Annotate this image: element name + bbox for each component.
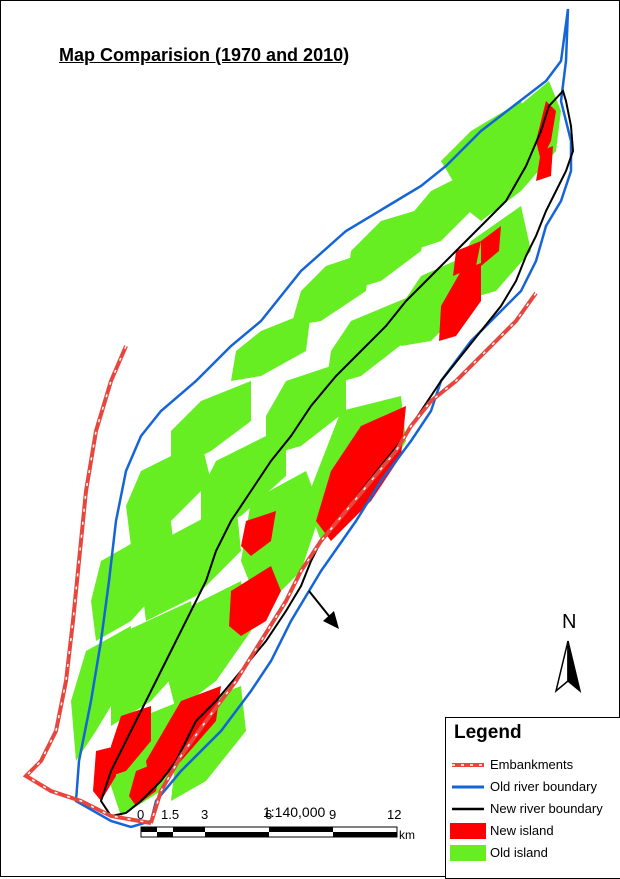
- legend-label: Embankments: [490, 757, 574, 772]
- legend-label: New river boundary: [490, 801, 603, 816]
- north-arrow-icon: [554, 640, 582, 694]
- scale-tick: 12: [387, 807, 402, 822]
- scale-tick: 3: [201, 807, 209, 822]
- legend-item-embankments: Embankments: [446, 754, 620, 776]
- new-island: [229, 566, 281, 636]
- legend-item-new-island: New island: [446, 820, 620, 842]
- map-title: Map Comparision (1970 and 2010): [59, 45, 350, 65]
- north-label: N: [562, 611, 577, 633]
- embankment-line-right: [149, 291, 538, 824]
- old-island: [401, 256, 471, 346]
- new-island: [129, 761, 161, 806]
- scale-bar: [140, 826, 398, 838]
- new-island: [439, 263, 481, 341]
- old-island: [111, 601, 196, 726]
- legend: Legend Embankments Old river boundary Ne…: [445, 717, 620, 879]
- new-island: [111, 706, 151, 776]
- old-island: [126, 441, 211, 546]
- embankment-symbol-icon: [452, 763, 484, 767]
- shift-arrow: [308, 590, 339, 629]
- new-islands: [93, 101, 556, 806]
- scale-unit: km: [399, 828, 415, 842]
- legend-title: Legend: [454, 722, 522, 743]
- scale-tick: 0: [137, 807, 145, 822]
- old-island: [231, 311, 311, 381]
- new-island: [481, 226, 501, 266]
- old-island: [201, 426, 286, 531]
- old-island: [291, 251, 371, 326]
- new-island-swatch-icon: [450, 823, 486, 839]
- old-island-swatch-icon: [450, 845, 486, 861]
- new-island: [241, 511, 276, 556]
- new-island: [316, 406, 406, 541]
- legend-label: New island: [490, 823, 554, 838]
- embankment-line-left: [22, 345, 152, 825]
- legend-item-old-island: Old island: [446, 842, 620, 864]
- scale-tick: 1.5: [161, 807, 180, 822]
- new-boundary-symbol-icon: [452, 807, 484, 811]
- scale-tick: 9: [329, 807, 337, 822]
- new-island: [453, 241, 481, 276]
- old-island: [141, 501, 241, 621]
- embankments: [22, 291, 538, 825]
- new-island: [93, 746, 116, 801]
- new-island: [536, 101, 556, 161]
- old-boundary-symbol-icon: [452, 785, 484, 789]
- new-island: [146, 686, 221, 791]
- new-island: [536, 146, 553, 181]
- legend-label: Old island: [490, 845, 548, 860]
- scale-ratio: 1:140,000: [263, 804, 326, 820]
- new-river-boundary: [99, 89, 575, 818]
- legend-item-new-river-boundary: New river boundary: [446, 798, 620, 820]
- scale-tick: 6: [265, 807, 273, 822]
- old-island: [441, 101, 531, 186]
- legend-item-old-river-boundary: Old river boundary: [446, 776, 620, 798]
- legend-label: Old river boundary: [490, 779, 597, 794]
